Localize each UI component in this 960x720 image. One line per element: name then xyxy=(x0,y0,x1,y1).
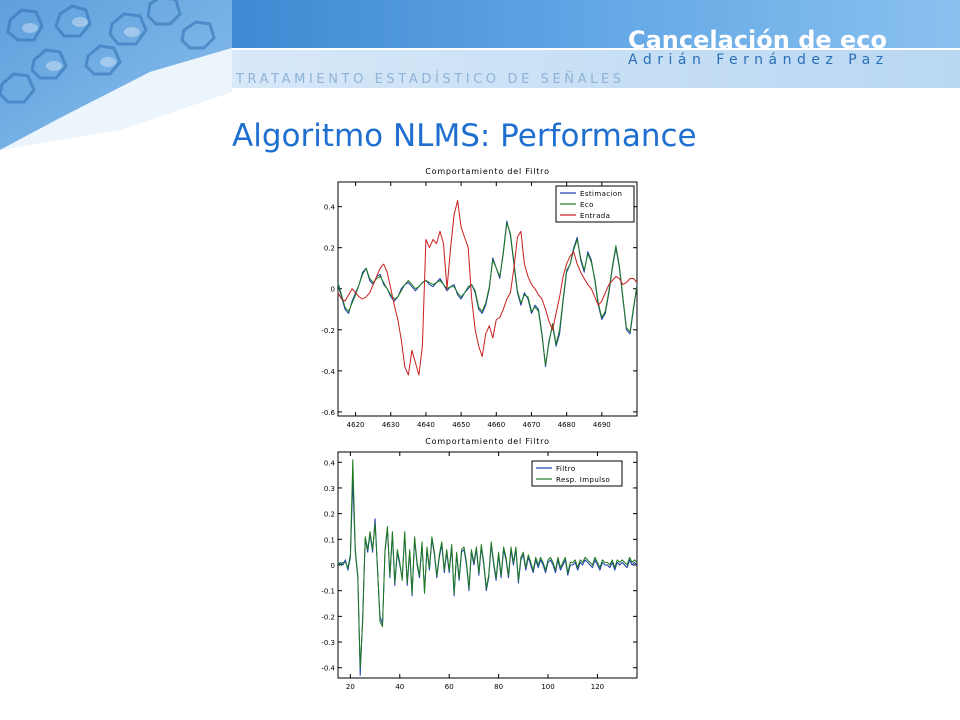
y-tick-label: 0 xyxy=(331,286,335,294)
y-tick-label: -0.1 xyxy=(321,588,335,596)
textured-banner-image xyxy=(0,0,232,150)
y-tick-label: 0.1 xyxy=(324,536,335,544)
x-tick-label: 4650 xyxy=(452,421,470,429)
legend-label: Entrada xyxy=(580,212,610,220)
header-divider xyxy=(232,48,960,50)
x-tick-label: 60 xyxy=(445,683,454,691)
y-tick-label: -0.2 xyxy=(321,327,335,335)
y-tick-label: -0.6 xyxy=(321,409,335,417)
chart-legend: Filtro Resp. Impulso xyxy=(531,460,623,487)
series-line-eco xyxy=(337,222,638,366)
header-band-light xyxy=(232,50,960,88)
y-tick-label: 0.4 xyxy=(324,459,336,467)
chart-1: Comportamiento del Filtro 0.4 0.2 0 -0.2 -0.4… xyxy=(321,167,638,429)
slide-header: Cancelación de eco Adrián Fernández Paz … xyxy=(0,0,960,150)
y-tick-label: -0.2 xyxy=(321,613,335,621)
chart-title: Comportamiento del Filtro xyxy=(425,167,550,176)
y-tick-label: 0.2 xyxy=(324,245,335,253)
y-tick-label: -0.4 xyxy=(321,368,335,376)
x-tick-label: 40 xyxy=(395,683,404,691)
legend-box xyxy=(531,460,623,487)
chart-legend: Estimacion Eco Entrada xyxy=(555,185,635,223)
y-tick-label: 0.2 xyxy=(324,511,335,519)
x-tick-label: 4620 xyxy=(347,421,365,429)
y-tick-label: 0.3 xyxy=(324,485,335,493)
y-tick-label: -0.4 xyxy=(321,665,335,673)
x-tick-label: 100 xyxy=(541,683,554,691)
header-band xyxy=(232,0,960,50)
y-tick-label: -0.3 xyxy=(321,639,335,647)
legend-label: Estimacion xyxy=(580,190,622,198)
x-tick-label: 4690 xyxy=(593,421,611,429)
slide-title: Algoritmo NLMS: Performance xyxy=(232,118,697,154)
chart-title: Comportamiento del Filtro xyxy=(425,437,550,446)
x-tick-label: 4640 xyxy=(417,421,435,429)
x-tick-label: 4670 xyxy=(523,421,541,429)
x-tick-label: 120 xyxy=(591,683,604,691)
legend-label: Resp. Impulso xyxy=(556,476,610,484)
series-line-entrada xyxy=(337,200,638,376)
y-tick-label: 0.4 xyxy=(324,204,336,212)
legend-label: Eco xyxy=(580,201,594,209)
x-tick-label: 4680 xyxy=(558,421,576,429)
chart-2: Comportamiento del Filtro 0.4 0.3 0.2 0.1 0 -0… xyxy=(321,437,638,691)
x-tick-label: 20 xyxy=(346,683,355,691)
presentation-title: Cancelación de eco xyxy=(628,26,888,54)
x-tick-label: 80 xyxy=(494,683,503,691)
x-tick-label: 4630 xyxy=(382,421,400,429)
legend-label: Filtro xyxy=(556,465,576,473)
course-subject: TRATAMIENTO ESTADÍSTICO DE SEÑALES xyxy=(236,72,625,87)
x-tick-label: 4660 xyxy=(487,421,505,429)
author-name: Adrián Fernández Paz xyxy=(628,52,889,68)
y-tick-label: 0 xyxy=(331,562,335,570)
plot-frame xyxy=(337,451,638,679)
series-line-resp-impulso xyxy=(337,459,638,669)
